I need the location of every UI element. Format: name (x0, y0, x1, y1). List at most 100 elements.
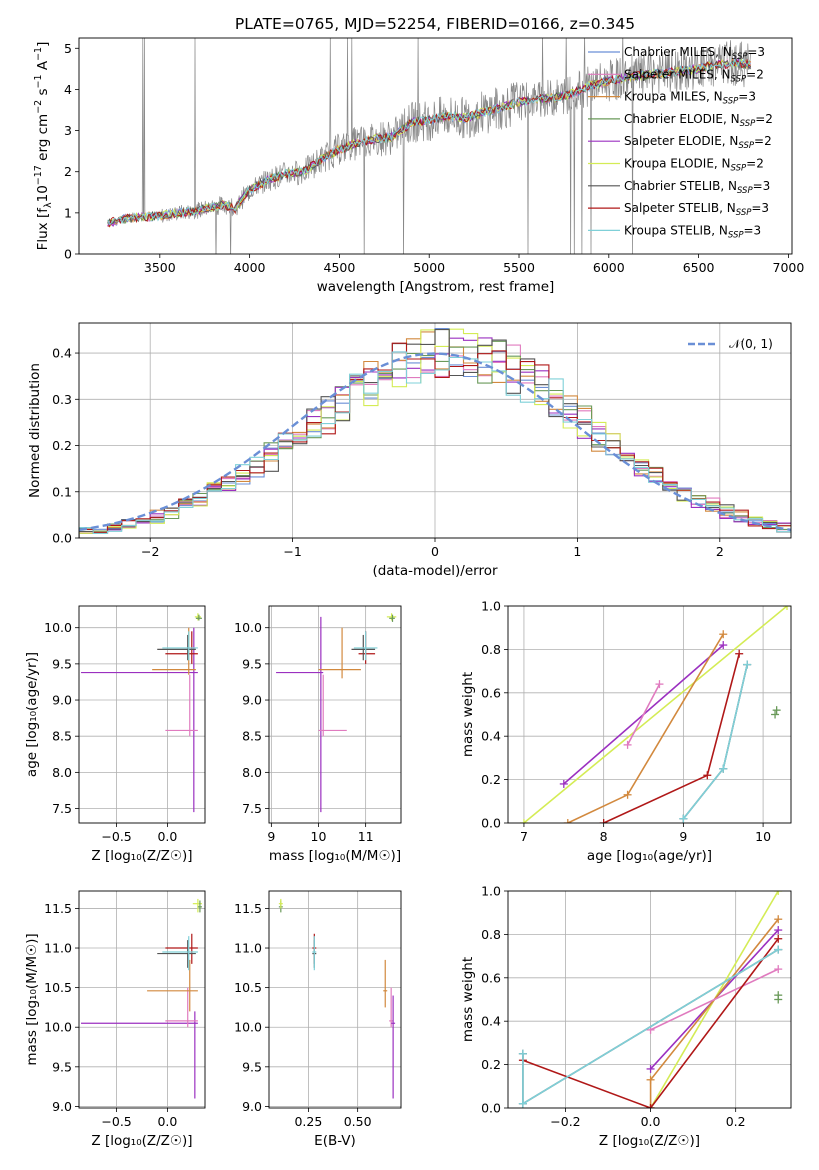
massweight_vs_Z-frame (507, 890, 792, 1109)
massweight_vs_age-panel: 7 8 9 10 0.0 0.2 0.4 0.6 0.8 1.0 age [log₁₀(age/yr… (460, 599, 792, 864)
mass_vs_Z-plot-area (81, 898, 202, 1099)
mass_vs_ebv-xtick-label: 0.25 (294, 1114, 322, 1129)
spectrum-legend: Chabrier MILES, NSSP=3 Salpeter MILES, NS… (588, 45, 773, 240)
age_vs_Z-xtick-label: −0.5 (101, 829, 131, 844)
massweight_vs_age-series-kroupa_miles (563, 630, 728, 823)
spectrum-plot-area (107, 38, 752, 254)
legend-label-salpeter_elodie: Salpeter ELODIE, NSSP=2 (624, 134, 772, 151)
spectrum-xtick-label: 5500 (503, 260, 535, 275)
mass_vs_ebv-ytick-label: 11.5 (234, 901, 262, 916)
residual-hist-kroupa_stelib (79, 351, 791, 538)
legend-label-kroupa_miles: Kroupa MILES, NSSP=3 (624, 90, 756, 107)
massweight_vs_Z-panel: −0.2 0.0 0.2 0.0 0.2 0.4 0.6 0.8 1.0 Z [log₁₀(Z/Z… (460, 884, 792, 1149)
age_vs_mass-frame (268, 605, 402, 824)
mass_vs_ebv-plot-area (278, 898, 396, 1099)
residuals-ytick-label: 0.0 (52, 531, 72, 546)
residuals-ytick-label: 0.3 (52, 392, 72, 407)
massweight_vs_age-ytick-label: 1.0 (481, 599, 501, 614)
mass_vs_ebv-ytick-label: 10.0 (234, 1020, 262, 1035)
legend-label-salpeter_stelib: Salpeter STELIB, NSSP=3 (624, 201, 769, 218)
massweight_vs_Z-series-kroupa_miles (646, 915, 783, 1108)
age_vs_Z-point-salpeter_elodie (81, 627, 198, 813)
legend-label-chabrier_miles: Chabrier MILES, NSSP=3 (624, 45, 765, 62)
spectrum-xtick-label: 6500 (683, 260, 715, 275)
mass_vs_Z-point-salpeter_elodie (81, 1011, 198, 1099)
massweight_vs_Z-ytick-label: 0.6 (481, 970, 501, 985)
age_vs_mass-ytick-label: 7.5 (242, 801, 262, 816)
residuals-plot-area (79, 328, 791, 538)
spectrum-model-kroupa_stelib (107, 57, 751, 226)
normal-curve (79, 352, 791, 532)
spectrum-xtick-label: 5000 (413, 260, 445, 275)
spectrum-panel: 3500 4000 4500 5000 5500 6000 6500 7000 0 1 2 3 4 5 wa… (33, 37, 805, 295)
mass_vs_ebv-frame (268, 890, 402, 1109)
spectrum-xtick-label: 6000 (593, 260, 625, 275)
massweight_vs_Z-xlabel: Z [log₁₀(Z/Z☉)] (599, 1133, 700, 1149)
mass_vs_Z-point-salpeter_miles (165, 987, 198, 1028)
age_vs_Z-ytick-label: 9.0 (52, 693, 72, 708)
spectrum-ytick-label: 1 (64, 205, 72, 220)
residuals-xtick-label: 1 (573, 544, 581, 559)
massweight_vs_age-plot-area (519, 606, 791, 823)
mass_vs_ebv-ytick-label: 10.5 (234, 980, 262, 995)
age_vs_mass-ytick-label: 8.0 (242, 765, 262, 780)
residuals-frame (78, 322, 792, 539)
massweight_vs_Z-ytick-label: 0.4 (481, 1014, 501, 1029)
spectrum-xtick-label: 7000 (773, 260, 805, 275)
age_vs_mass-xlabel: mass [log₁₀(M/M☉)] (269, 848, 401, 864)
mass_vs_ebv-point-kroupa_stelib (312, 936, 317, 971)
residuals-xtick-label: −2 (141, 544, 159, 559)
spectrum-ytick-label: 0 (64, 247, 72, 262)
massweight_vs_age-xlabel: age [log₁₀(age/yr)] (587, 848, 712, 864)
massweight_vs_Z-xtick-label: 0.0 (641, 1114, 661, 1129)
age_vs_mass-point-kroupa_miles (318, 627, 361, 679)
massweight_vs_Z-xtick-label: −0.2 (550, 1114, 580, 1129)
massweight_vs_Z-ytick-label: 0.0 (481, 1101, 501, 1116)
mass_vs_Z-point-chabrier_elodie (197, 900, 202, 913)
age_vs_mass-xtick-label: 11 (358, 829, 374, 844)
massweight_vs_Z-series-kroupa_stelib (518, 945, 783, 1108)
age_vs_mass-point-chabrier_elodie (389, 614, 395, 622)
legend-label-salpeter_miles: Salpeter MILES, NSSP=2 (624, 67, 764, 84)
mass_vs_Z-xtick-label: −0.5 (101, 1114, 131, 1129)
massweight_vs_Z-xtick-label: 0.2 (726, 1114, 746, 1129)
spectrum-ylabel: Flux [fλ10−17 erg cm−2 s−1 A−1] (33, 42, 54, 251)
age_vs_mass-ytick-label: 8.5 (242, 729, 262, 744)
mass_vs_ebv-ytick-label: 9.0 (242, 1099, 262, 1114)
age_vs_Z-xlabel: Z [log₁₀(Z/Z☉)] (91, 848, 192, 864)
mass_vs_Z-xlabel: Z [log₁₀(Z/Z☉)] (91, 1133, 192, 1149)
age_vs_Z-point-salpeter_miles (165, 674, 198, 737)
age_vs_Z-frame (78, 605, 206, 824)
massweight_vs_age-ytick-label: 0.8 (481, 642, 501, 657)
massweight_vs_age-ytick-label: 0.0 (481, 816, 501, 831)
age_vs_mass-plot-area (276, 613, 397, 813)
mass_vs_Z-ytick-label: 9.5 (52, 1059, 72, 1074)
spectrum-ytick-label: 2 (64, 164, 72, 179)
mass_vs_Z-point-kroupa_stelib (162, 936, 198, 971)
age_vs_mass-point-salpeter_miles (318, 674, 347, 737)
mass_vs_ebv-ytick-label: 9.5 (242, 1059, 262, 1074)
spectrum-model-salpeter_elodie (107, 57, 751, 227)
mass_vs_Z-point-kroupa_miles (147, 959, 198, 1012)
mass_vs_Z-point-kroupa_elodie (192, 898, 202, 913)
massweight_vs_age-xtick-label: 7 (520, 829, 528, 844)
massweight_vs_age-series-salpeter_stelib (599, 649, 744, 823)
mass_vs_ebv-point-salpeter_elodie (391, 995, 396, 1099)
age_vs_Z-ytick-label: 9.5 (52, 656, 72, 671)
massweight_vs_age-ylabel: mass weight (460, 672, 476, 757)
age_vs_mass-ytick-label: 9.5 (242, 656, 262, 671)
mass_vs_Z-frame (78, 890, 206, 1109)
residuals-xtick-label: 0 (431, 544, 439, 559)
age_vs_Z-xtick-label: 0.0 (157, 829, 177, 844)
spectrum-xtick-label: 4000 (234, 260, 266, 275)
massweight_vs_age-xtick-label: 10 (755, 829, 771, 844)
age_vs_Z-point-kroupa_elodie (194, 613, 201, 621)
mass_vs_Z-ytick-label: 10.5 (44, 980, 72, 995)
mass_vs_ebv-point-kroupa_elodie (278, 898, 283, 909)
mass_vs_ebv-xlabel: E(B-V) (314, 1133, 356, 1149)
massweight_vs_age-series-kroupa_stelib (679, 660, 752, 823)
age_vs_Z-ytick-label: 8.5 (52, 729, 72, 744)
massweight_vs_age-xtick-label: 9 (679, 829, 687, 844)
age_vs_mass-point-kroupa_elodie (386, 613, 397, 621)
